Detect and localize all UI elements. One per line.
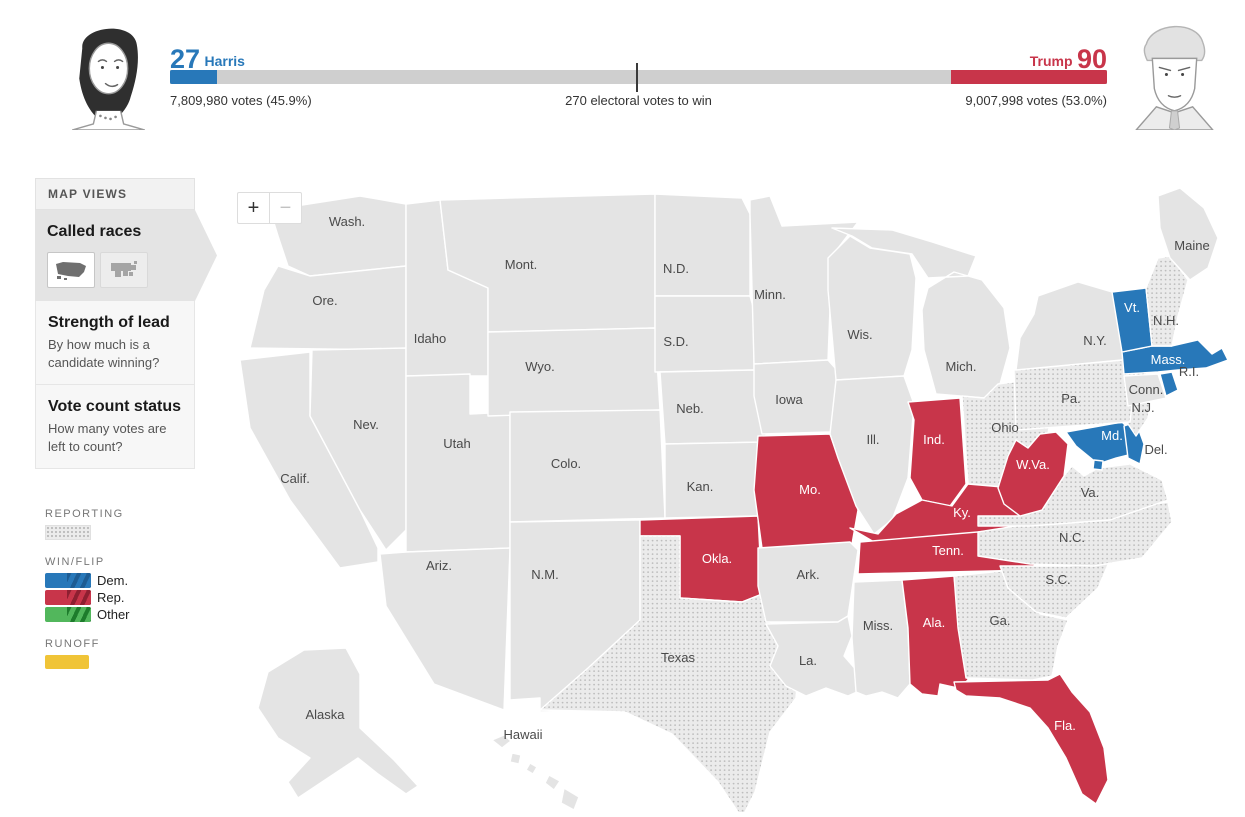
- sidebar-item-strength-of-lead[interactable]: Strength of lead By how much is a candid…: [35, 301, 195, 386]
- state-wis[interactable]: [827, 235, 917, 381]
- vote-count-status-description: How many votes are left to count?: [48, 421, 167, 454]
- state-md[interactable]: [1065, 421, 1133, 465]
- legend-row-other: Other: [45, 607, 130, 622]
- map-zoom-controls: + −: [237, 192, 302, 224]
- other-swatch: [45, 607, 91, 622]
- vote-count-status-title: Vote count status: [48, 398, 182, 416]
- state-colo[interactable]: [509, 409, 666, 523]
- state-ariz[interactable]: [379, 547, 511, 711]
- runoff-legend-label: RUNOFF: [45, 638, 100, 650]
- state-label-del: Del.: [1144, 442, 1167, 457]
- runoff-swatch: [45, 655, 89, 669]
- harris-name: Harris: [204, 53, 245, 69]
- state-nc[interactable]: [977, 501, 1173, 567]
- state-ind[interactable]: [907, 397, 967, 507]
- geographic-map-icon: [56, 262, 86, 280]
- trump-vote-count: 9,007,998 votes (53.0%): [965, 93, 1107, 108]
- electoral-vote-bar: [170, 63, 1107, 92]
- zoom-in-button[interactable]: +: [237, 192, 269, 224]
- state-pa[interactable]: [1013, 359, 1137, 431]
- state-calif[interactable]: [239, 351, 379, 569]
- state-hawaii[interactable]: [491, 734, 580, 811]
- sidebar-item-vote-count-status[interactable]: Vote count status How many votes are lef…: [35, 385, 195, 470]
- strength-of-lead-description: By how much is a candidate winning?: [48, 337, 160, 370]
- state-wyo[interactable]: [487, 327, 661, 417]
- harris-portrait: [71, 28, 146, 130]
- state-nd[interactable]: [654, 193, 751, 297]
- legend-row-rep: Rep.: [45, 590, 130, 605]
- map-legend: REPORTING WIN/FLIP Dem. Rep. Other RUNOF…: [45, 508, 130, 685]
- harris-vote-count: 7,809,980 votes (45.9%): [170, 93, 312, 108]
- legend-row-dem: Dem.: [45, 573, 130, 588]
- state-ri[interactable]: [1159, 371, 1179, 397]
- winflip-legend-label: WIN/FLIP: [45, 556, 105, 568]
- map-views-header: MAP VIEWS: [35, 178, 195, 210]
- strength-of-lead-title: Strength of lead: [48, 314, 170, 331]
- reporting-swatch: [45, 525, 91, 540]
- state-nh[interactable]: [1145, 255, 1189, 347]
- state-alaska[interactable]: [257, 647, 419, 799]
- 270-votes-tick: [636, 63, 638, 92]
- cartogram-view-button[interactable]: [100, 252, 148, 288]
- state-fla[interactable]: [953, 673, 1109, 805]
- state-wva[interactable]: [997, 431, 1069, 517]
- state-conn[interactable]: [1123, 373, 1167, 407]
- us-election-map: + − Wash. Ore. Calif. Nev. Idaho Utah Ariz. Mon…: [210, 170, 1245, 817]
- dem-label: Dem.: [97, 573, 129, 588]
- votes-to-win-label: 270 electoral votes to win: [565, 93, 712, 108]
- rep-swatch: [45, 590, 91, 605]
- state-maine[interactable]: [1157, 187, 1219, 281]
- other-label: Other: [97, 607, 130, 622]
- called-races-title: Called races: [47, 223, 142, 240]
- state-kan[interactable]: [664, 441, 767, 519]
- dem-swatch: [45, 573, 91, 588]
- geographic-map-view-button[interactable]: [47, 252, 95, 288]
- state-ark[interactable]: [757, 541, 859, 623]
- map-canvas: Wash.Ore.Calif.Nev.IdahoUtahAriz.Mont.Wy…: [239, 187, 1229, 817]
- state-ill[interactable]: [829, 375, 915, 535]
- sidebar-item-called-races[interactable]: Called races: [35, 210, 217, 301]
- trump-bar-fill: [950, 70, 1107, 84]
- trump-score: Trump 90: [1030, 44, 1107, 75]
- trump-portrait: [1135, 25, 1214, 130]
- harris-electoral-votes: 27: [170, 44, 201, 74]
- state-neb[interactable]: [659, 369, 767, 445]
- state-texas[interactable]: [539, 535, 801, 817]
- state-dc[interactable]: [1092, 459, 1104, 471]
- zoom-out-button[interactable]: −: [269, 192, 302, 224]
- state-ore[interactable]: [249, 265, 407, 351]
- state-sd[interactable]: [654, 295, 755, 373]
- state-miss[interactable]: [851, 579, 911, 699]
- cartogram-icon: [111, 261, 137, 277]
- trump-electoral-votes: 90: [1076, 44, 1107, 74]
- rep-label: Rep.: [97, 590, 125, 605]
- harris-score: 27 Harris: [170, 44, 245, 75]
- map-views-panel: MAP VIEWS Called races: [35, 178, 217, 470]
- trump-name: Trump: [1029, 53, 1073, 69]
- reporting-legend-label: REPORTING: [45, 508, 124, 520]
- harris-bar-fill: [170, 70, 217, 84]
